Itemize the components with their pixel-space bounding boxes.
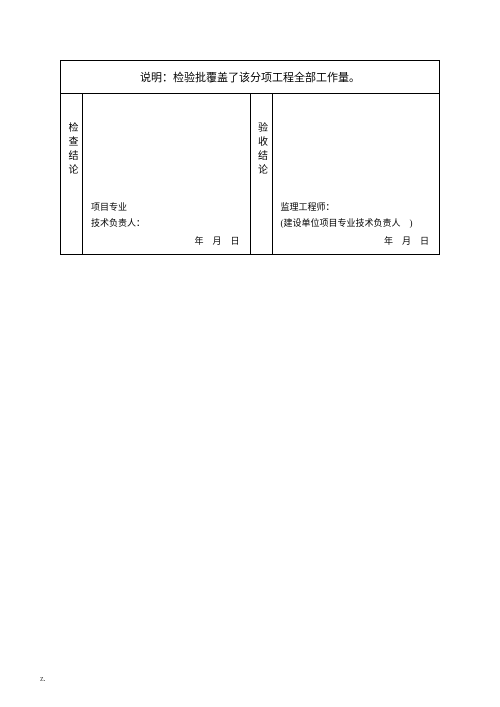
- right-vertical-label: 验收结论: [254, 122, 269, 178]
- left-signature-block: 项目专业 技术负责人：: [91, 200, 244, 230]
- left-vertical-label: 检查结论: [64, 122, 79, 178]
- page-container: 说明：检验批覆盖了该分项工程全部工作量。 检查结论 项目专业 技术负责人： 年 …: [0, 0, 500, 275]
- header-row: 说明：检验批覆盖了该分项工程全部工作量。: [61, 61, 439, 94]
- right-signature-block: 监理工程师： (建设单位项目专业技术负责人 ): [281, 200, 434, 230]
- right-signer-line1: 监理工程师：: [281, 200, 434, 214]
- left-signer-line2: 技术负责人：: [91, 216, 244, 230]
- left-date: 年 月 日: [194, 234, 239, 248]
- right-signer-line2: (建设单位项目专业技术负责人 ): [281, 216, 434, 230]
- left-content-cell: 项目专业 技术负责人： 年 月 日: [83, 94, 251, 254]
- footer-mark: z.: [40, 674, 46, 683]
- left-signer-line1: 项目专业: [91, 200, 244, 214]
- right-date: 年 月 日: [384, 234, 429, 248]
- form-table: 说明：检验批覆盖了该分项工程全部工作量。 检查结论 项目专业 技术负责人： 年 …: [60, 60, 440, 255]
- right-vlabel-cell: 验收结论: [251, 94, 273, 254]
- right-content-cell: 监理工程师： (建设单位项目专业技术负责人 ) 年 月 日: [273, 94, 440, 254]
- left-vlabel-cell: 检查结论: [61, 94, 83, 254]
- body-row: 检查结论 项目专业 技术负责人： 年 月 日 验收结论 监理工程师： (建设单位…: [61, 94, 439, 254]
- header-text: 说明：检验批覆盖了该分项工程全部工作量。: [140, 72, 360, 84]
